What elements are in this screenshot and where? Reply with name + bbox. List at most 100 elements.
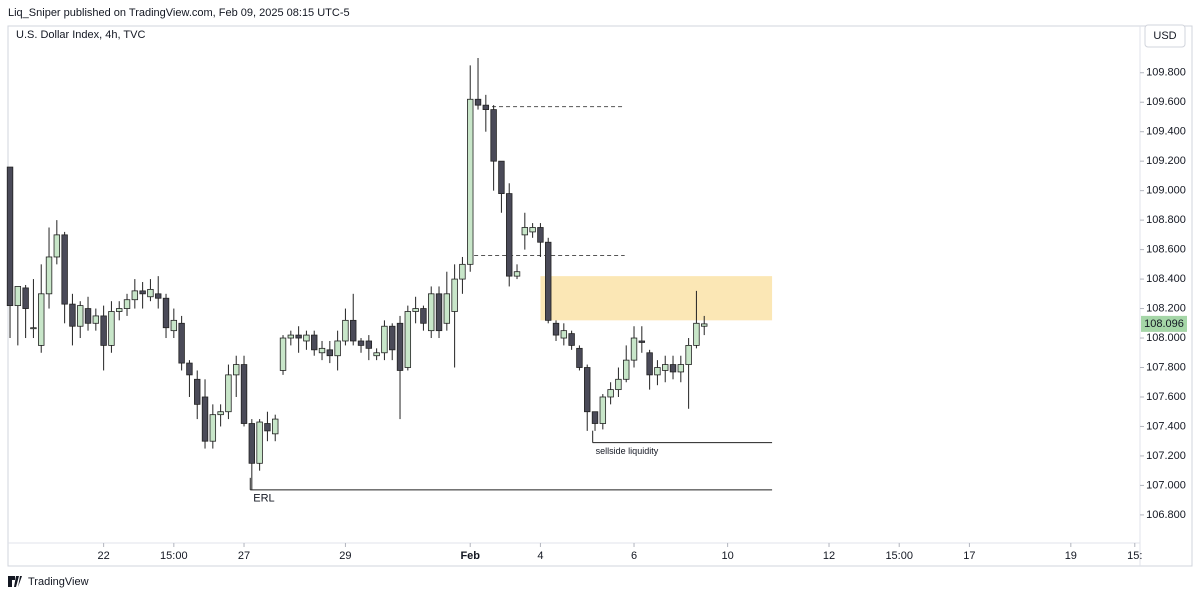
publisher: Liq_Sniper published on TradingView.com,… [8, 7, 350, 19]
tv-logo [8, 576, 22, 587]
y-tick-label: 109.600 [1146, 96, 1186, 108]
candle-body [162, 297, 170, 329]
candle-body [537, 227, 544, 243]
candle-body [209, 414, 217, 442]
candle-body [116, 308, 123, 312]
y-tick-label: 107.000 [1146, 479, 1186, 491]
candle-body [459, 263, 466, 280]
currency-box[interactable] [1144, 24, 1186, 48]
candle-body [311, 334, 318, 351]
candle-body [100, 315, 107, 346]
currency[interactable]: USD [1153, 30, 1176, 42]
x-tick-label: Feb [460, 550, 480, 562]
y-tick-label: 106.800 [1146, 509, 1186, 521]
candle-body [467, 98, 474, 265]
level-label: sellside liquidity [596, 446, 659, 456]
candle-body [194, 378, 201, 405]
candle-body [669, 364, 677, 373]
candle-body [482, 104, 490, 110]
x-tick-label: 15: [1127, 550, 1142, 562]
candle-body [428, 293, 435, 332]
candle-body [365, 340, 373, 349]
candle-body [45, 256, 53, 295]
x-tick-label: 4 [537, 550, 543, 562]
candle-body [568, 333, 575, 346]
candle-body [545, 241, 552, 321]
candle-body [474, 98, 482, 106]
candle-body [248, 423, 256, 464]
x-tick-label: 19 [1065, 550, 1077, 562]
candle-body [529, 227, 536, 233]
candle-body [685, 344, 692, 365]
candle-body [381, 325, 388, 354]
candle-body [623, 359, 630, 380]
candle-body [217, 411, 224, 416]
candle-body [662, 364, 669, 371]
candle-body [272, 418, 279, 435]
candle-body [498, 160, 505, 194]
brand: TradingView [28, 576, 89, 588]
candle-body [576, 347, 583, 368]
candle-body [256, 421, 263, 464]
y-tick-label: 107.600 [1146, 391, 1186, 403]
candle-body [147, 288, 154, 298]
candle-body [287, 334, 295, 339]
symbol-info: U.S. Dollar Index, 4h, TVC [16, 29, 145, 41]
candle-body [170, 319, 178, 332]
candle-body [357, 340, 365, 346]
y-tick-label: 109.000 [1146, 185, 1186, 197]
candle-body [451, 278, 458, 312]
candle-body [552, 322, 560, 336]
y-tick-label: 109.200 [1146, 155, 1186, 167]
candle-body [92, 315, 100, 324]
y-tick-label: 108.800 [1146, 214, 1186, 226]
candle-body [599, 396, 607, 424]
candle-body [404, 311, 412, 368]
candle-body [77, 305, 84, 327]
y-tick-label: 107.200 [1146, 450, 1186, 462]
y-tick-label: 109.800 [1146, 67, 1186, 79]
candle-body [342, 319, 349, 342]
candle-body [264, 423, 271, 432]
y-tick-label: 108.400 [1146, 273, 1186, 285]
candle-body [38, 293, 45, 346]
candle-body [506, 193, 513, 277]
candle-body [490, 109, 497, 162]
candle-body [560, 330, 568, 339]
y-tick-label: 109.400 [1146, 126, 1186, 138]
candle-body [69, 303, 76, 327]
candle-body [303, 334, 310, 342]
candle-body [677, 364, 685, 373]
x-tick-label: 27 [238, 550, 250, 562]
candle-body [334, 340, 341, 357]
candle-body [14, 286, 22, 307]
candle-body [443, 293, 451, 324]
x-tick-label: 22 [98, 550, 110, 562]
candle-body [584, 367, 591, 413]
candle-body [225, 374, 232, 413]
candle-body [638, 340, 646, 343]
candle-body [123, 299, 131, 309]
y-tick-label: 107.400 [1146, 420, 1186, 432]
candle-body [389, 325, 396, 351]
candle-body [350, 319, 357, 342]
candle-body [22, 287, 29, 309]
candle-body [279, 337, 287, 371]
candle-body [396, 322, 404, 371]
candle-body [693, 322, 700, 346]
candle-body [318, 347, 326, 354]
candle-body [295, 334, 302, 339]
candle-body [420, 308, 427, 324]
candle-body [108, 311, 115, 346]
candle-body [139, 290, 146, 295]
candle-body [30, 327, 37, 330]
candle-body [155, 293, 162, 299]
y-tick-label: 108.000 [1146, 332, 1186, 344]
candle-body [84, 308, 92, 324]
candle-body [201, 396, 209, 442]
level-label: ERL [253, 493, 274, 505]
candle-body [326, 349, 334, 357]
candle-body [646, 352, 653, 376]
x-tick-label: 10 [721, 550, 733, 562]
